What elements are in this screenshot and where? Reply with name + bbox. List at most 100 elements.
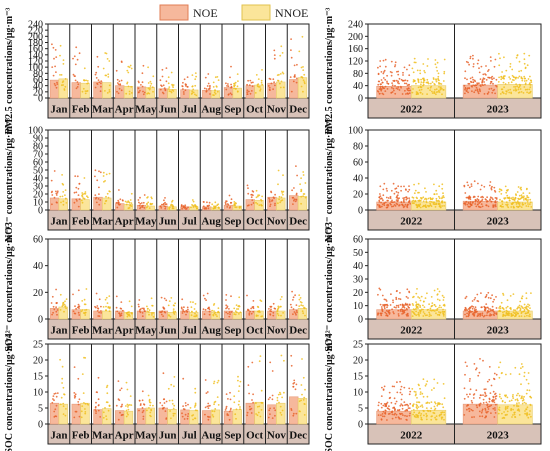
bar-noe [245, 199, 255, 211]
data-point [401, 313, 403, 315]
data-point [471, 90, 473, 93]
data-point [193, 315, 196, 318]
data-point [413, 183, 415, 186]
data-point [416, 404, 419, 407]
data-point [469, 55, 472, 58]
data-point [211, 410, 214, 412]
data-point [434, 206, 437, 208]
legend-label-noe: NOE [193, 6, 218, 20]
data-point [168, 300, 171, 302]
data-point [477, 59, 480, 62]
data-point [379, 85, 382, 88]
data-point [505, 93, 507, 95]
data-point [94, 86, 97, 89]
data-point [481, 306, 483, 309]
data-point [109, 190, 111, 193]
data-point [488, 378, 491, 381]
data-point [105, 309, 107, 311]
data-point [434, 407, 437, 410]
data-point [273, 407, 275, 409]
data-point [127, 85, 130, 88]
data-point [281, 396, 283, 399]
y-tick-label: 20 [33, 87, 43, 98]
y-tick-label: 200 [28, 32, 43, 43]
data-point [55, 56, 58, 58]
data-point [162, 315, 165, 317]
data-point [74, 395, 77, 398]
data-point [420, 86, 423, 88]
data-point [151, 86, 154, 89]
data-point [83, 79, 85, 81]
data-point [477, 314, 480, 317]
data-point [95, 401, 97, 404]
data-point [491, 75, 494, 78]
data-point [269, 305, 272, 308]
data-point [394, 64, 397, 66]
data-point [427, 58, 429, 60]
data-point [475, 308, 477, 311]
data-point [473, 180, 476, 183]
data-point [497, 81, 500, 83]
data-point [180, 306, 183, 309]
data-point [290, 364, 293, 367]
data-point [230, 198, 233, 201]
data-point [479, 402, 482, 405]
data-point [527, 416, 530, 419]
data-point [468, 314, 470, 317]
data-point [60, 396, 63, 399]
data-point [59, 293, 62, 296]
data-point [419, 393, 422, 395]
data-point [438, 304, 441, 307]
data-point [477, 300, 480, 303]
data-point [138, 91, 140, 93]
data-point [184, 85, 187, 87]
data-point [507, 196, 509, 199]
data-point [393, 192, 396, 195]
data-point [413, 415, 416, 418]
data-point [514, 416, 517, 418]
data-point [236, 73, 239, 75]
data-point [510, 312, 513, 315]
data-point [415, 305, 418, 308]
data-point [147, 196, 149, 198]
data-point [415, 393, 417, 396]
data-point [406, 288, 409, 291]
data-point [205, 90, 208, 92]
data-point [441, 205, 443, 207]
data-point [431, 92, 434, 94]
data-point [61, 382, 63, 384]
data-point [406, 205, 408, 208]
data-point [504, 408, 507, 411]
data-point [207, 405, 210, 407]
data-point [302, 195, 304, 198]
data-point [83, 177, 86, 179]
data-point [415, 93, 418, 96]
data-point [430, 407, 433, 410]
data-point [405, 295, 408, 298]
category-label: Jun [159, 216, 177, 228]
data-point [403, 66, 406, 69]
data-point [442, 312, 444, 315]
data-point [100, 82, 102, 85]
data-point [301, 393, 303, 396]
data-point [138, 204, 141, 207]
data-point [290, 90, 293, 93]
data-point [388, 412, 391, 415]
data-point [62, 63, 65, 65]
data-point [478, 403, 481, 406]
data-point [441, 183, 444, 186]
data-point [406, 409, 408, 412]
data-point [238, 304, 240, 307]
data-point [491, 294, 493, 297]
data-point [186, 85, 189, 88]
data-point [276, 312, 279, 315]
data-point [501, 91, 504, 94]
data-point [431, 81, 434, 83]
data-point [493, 189, 496, 192]
data-point [422, 409, 425, 412]
data-point [516, 404, 518, 406]
data-point [61, 195, 64, 198]
data-point [401, 404, 404, 407]
data-point [407, 306, 410, 309]
data-point [489, 181, 492, 183]
